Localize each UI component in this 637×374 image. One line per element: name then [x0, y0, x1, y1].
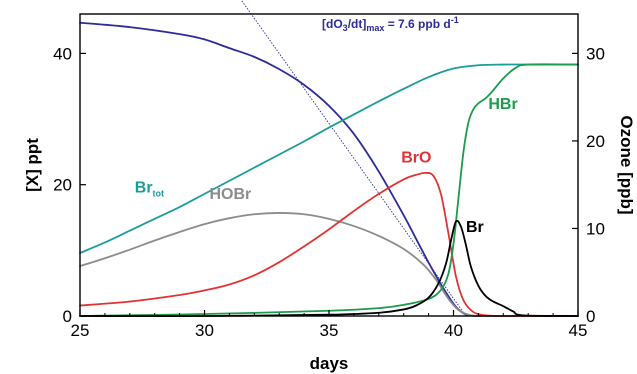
annotation-pre: [dO [322, 17, 343, 31]
labels-layer: days [X] ppt Ozone [ppb] [dO3/dt]max = 7… [23, 15, 636, 373]
series-label-hbr: HBr [488, 96, 517, 113]
y-axis-left-title: [X] ppt [23, 138, 42, 192]
y-left-tick-label: 40 [53, 44, 72, 63]
plot-frame [79, 13, 579, 317]
x-tick-label: 30 [195, 321, 214, 340]
series-line-br [79, 219, 579, 317]
y-right-tick-label: 30 [586, 44, 605, 63]
series-line-hobr [79, 212, 579, 317]
series-label-hobr: HOBr [209, 186, 251, 203]
series-label-br: Br [466, 219, 484, 236]
y-right-tick-label: 10 [586, 219, 605, 238]
series-line-hbr [79, 63, 579, 317]
series-label-br-tot: Brtot [135, 180, 164, 199]
y-axis-right-title: Ozone [ppb] [617, 115, 636, 214]
series-line-ozone [79, 21, 579, 317]
annotation-mid: /dt] [348, 17, 367, 31]
series-line-bro [79, 171, 579, 317]
max-rate-annotation: [dO3/dt]max = 7.6 ppb d-1 [322, 15, 459, 33]
x-tick-label: 45 [569, 321, 588, 340]
series-label-bro: BrO [401, 149, 431, 166]
annotation-sub2: max [366, 23, 384, 33]
x-tick-label: 25 [71, 321, 90, 340]
y-right-tick-label: 0 [586, 307, 595, 326]
series-line-br-tot [79, 63, 579, 254]
series-layer [79, 21, 579, 317]
annotation-sub1: 3 [343, 23, 348, 33]
annotation-post: = 7.6 ppb d [384, 17, 450, 31]
y-left-tick-label: 0 [63, 307, 72, 326]
axes-layer [79, 13, 579, 317]
x-tick-label: 35 [320, 321, 339, 340]
y-right-tick-label: 20 [586, 132, 605, 151]
x-tick-label: 40 [444, 321, 463, 340]
x-axis-title: days [310, 354, 349, 373]
annotation-sup: -1 [451, 15, 459, 25]
y-left-tick-label: 20 [53, 176, 72, 195]
